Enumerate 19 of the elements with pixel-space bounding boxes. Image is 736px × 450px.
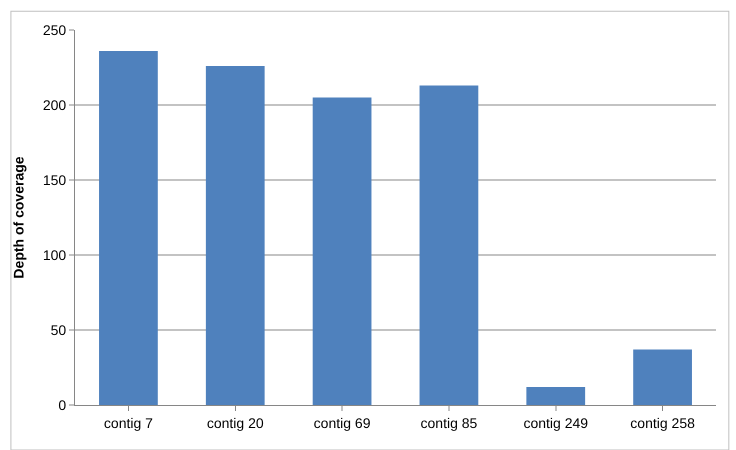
x-tick-label: contig 258: [630, 414, 696, 431]
bar: [420, 86, 478, 405]
bar: [633, 350, 692, 405]
bar: [99, 51, 158, 405]
y-tick-label: 0: [58, 396, 66, 413]
x-tick-label: contig 7: [104, 414, 154, 431]
y-axis-title: Depth of coverage: [10, 156, 26, 279]
bar: [312, 98, 372, 405]
y-tick-label: 200: [42, 96, 66, 113]
x-tick-label: contig 20: [206, 414, 264, 431]
y-tick-label: 250: [42, 22, 66, 38]
x-tick-label: contig 69: [314, 414, 371, 431]
bar: [526, 387, 586, 405]
x-tick-label: contig 249: [523, 414, 588, 431]
bar: [206, 66, 265, 405]
y-tick-label: 100: [42, 246, 66, 263]
y-tick-label: 150: [42, 172, 66, 188]
y-tick-label: 50: [50, 322, 66, 338]
x-tick-label: contig 85: [420, 414, 478, 431]
